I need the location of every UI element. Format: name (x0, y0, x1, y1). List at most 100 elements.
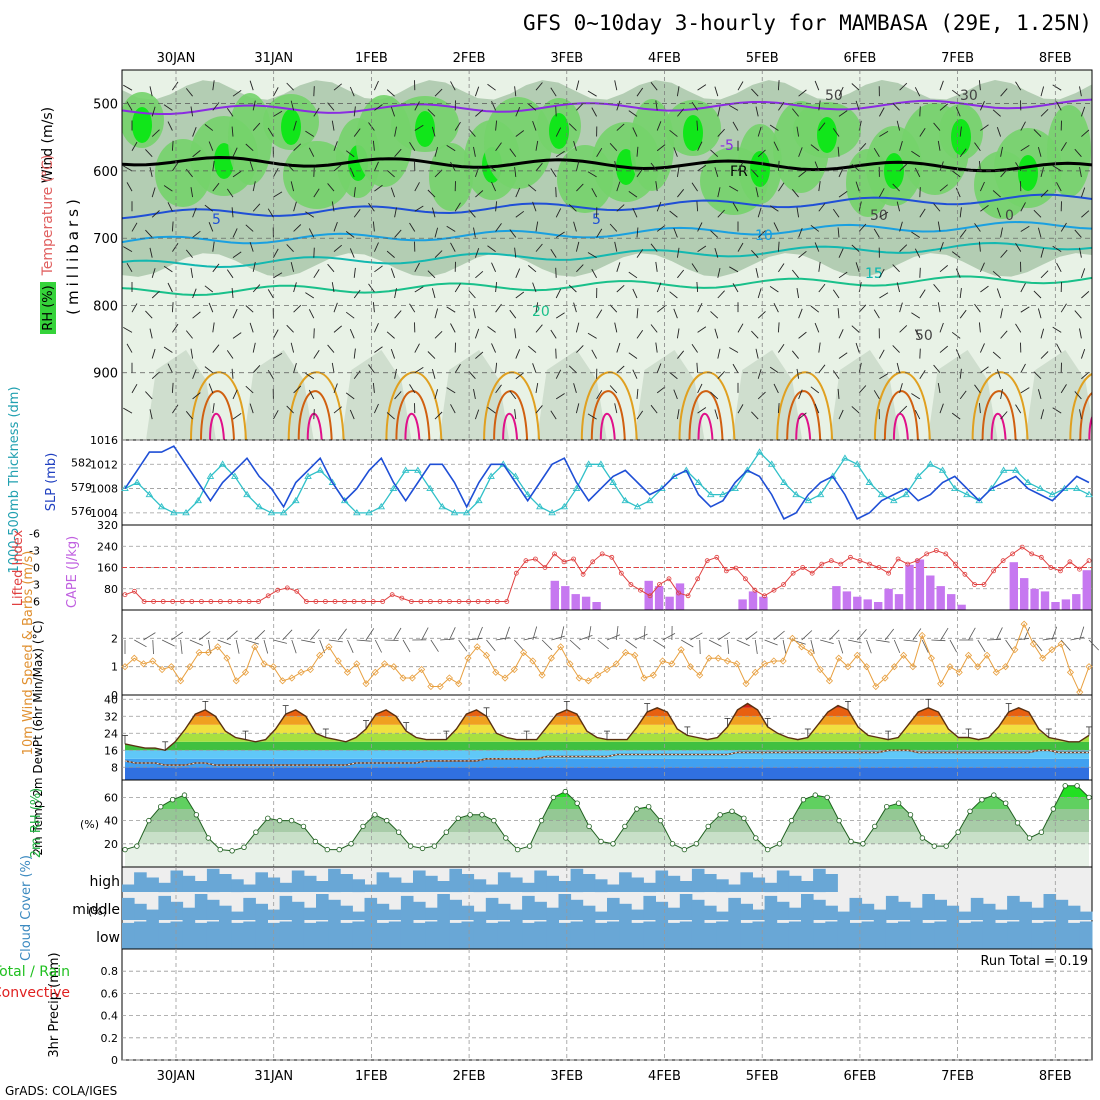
wind-barb (414, 205, 424, 212)
wind10m-barb (680, 639, 694, 648)
wind-barb (308, 389, 315, 400)
cloud-bar (922, 894, 935, 920)
cloud-bar (679, 921, 693, 950)
wind-barb (555, 150, 565, 158)
wind10m-barb (643, 625, 646, 641)
rh2m-point (753, 835, 759, 841)
wind-barb (550, 168, 557, 178)
wind-barb (914, 248, 921, 258)
wind10m-barb (829, 629, 840, 641)
thickness-point (902, 490, 910, 498)
theta-contour-inner (1079, 392, 1092, 440)
wind-barb (873, 228, 880, 238)
wind-barb (509, 390, 517, 400)
wind-barb (313, 409, 315, 420)
wind-barb (290, 342, 295, 353)
wind-barb (333, 141, 338, 151)
wind-barb (313, 349, 320, 359)
wind10m-y-label: 10m Wind Speed & Barbs (m/s) (21, 551, 36, 756)
wind-barb (796, 207, 800, 218)
wind-barb (515, 187, 521, 198)
wind-barb (1040, 108, 1049, 117)
rh2m-point (205, 835, 211, 841)
lifted-index-point (399, 595, 405, 601)
rh2m-point (241, 844, 247, 850)
lifted-index-point (972, 582, 977, 587)
wind10m-point (862, 663, 871, 671)
wind-barb (636, 227, 639, 238)
wind-barb (757, 149, 766, 158)
wind-barb (290, 261, 295, 272)
wind-barb (697, 164, 707, 172)
lifted-index-point (208, 599, 214, 604)
thickness-point (157, 502, 166, 510)
lifted-index-point (246, 599, 252, 604)
bottom-date-5FEB: 5FEB (746, 1069, 779, 1084)
cape-bar (832, 586, 841, 610)
wind10m-barb (579, 635, 593, 641)
rh2m-point (467, 812, 473, 818)
cloud-bar (158, 895, 171, 920)
wind-barb (777, 403, 780, 414)
rh2m-point (574, 800, 580, 806)
wind-barb (151, 129, 160, 137)
wind10m-barb (653, 639, 666, 648)
lifted-index-point (217, 599, 223, 604)
wind-barb (992, 109, 1001, 117)
wind10m-barb (801, 630, 813, 641)
cloud-bar (182, 875, 196, 892)
wind-barb (773, 141, 779, 151)
isotherm--5 (122, 98, 1092, 115)
wind-barb (252, 364, 261, 374)
footer-credit: GrADS: COLA/IGES (5, 1084, 117, 1098)
wind-barb (555, 312, 565, 319)
cape-bar (936, 586, 945, 610)
wind10m-barb (384, 639, 399, 641)
wind-barb (959, 207, 962, 218)
cape-bar (561, 586, 570, 610)
rh2m-point (812, 792, 818, 798)
wind-barb (145, 149, 153, 158)
wind10m-barb (171, 631, 184, 641)
lifted-index-point (666, 576, 672, 582)
contour-label: 50 (915, 328, 933, 344)
wind10m-point (399, 674, 407, 682)
wind10m-point (761, 660, 769, 668)
wind10m-barb (226, 630, 238, 641)
lifted-index-point (867, 561, 872, 567)
top-date-2FEB: 2FEB (453, 51, 486, 66)
wind-barb (473, 389, 476, 399)
wind-barb (919, 289, 926, 299)
wind-barb (717, 128, 725, 137)
wind10m-point (139, 660, 148, 668)
cloud-bar (413, 901, 426, 920)
cloud-bar (206, 921, 220, 950)
wind-barb (368, 364, 375, 373)
wind-barb (798, 147, 803, 157)
wind10m-barb (1042, 637, 1057, 641)
cloud-bar (437, 920, 450, 949)
wind10m-point (696, 671, 704, 679)
wind-barb (996, 288, 1002, 299)
wind-barb (1060, 303, 1067, 313)
wind-barb (293, 385, 302, 394)
cloud-bar (388, 877, 402, 892)
wind10m-point (353, 660, 361, 668)
wind-barb (208, 141, 214, 151)
wind-barb (818, 364, 826, 374)
lifted-index-point (132, 588, 137, 594)
wind-barb (514, 328, 517, 339)
wind-barb (226, 107, 234, 117)
wind-barb (717, 371, 725, 380)
lifted-index-point (933, 548, 939, 553)
rh-low-patch (732, 350, 803, 440)
wind-barb (632, 369, 638, 379)
wind-barb (373, 403, 379, 414)
wind-barb (293, 143, 302, 152)
wind-barb (204, 366, 214, 374)
wind10m-point (316, 651, 324, 659)
cloud-bar (679, 881, 693, 892)
wind-barb (1000, 308, 1003, 319)
wind-barb (996, 369, 1002, 379)
wind-barb (1056, 343, 1062, 353)
